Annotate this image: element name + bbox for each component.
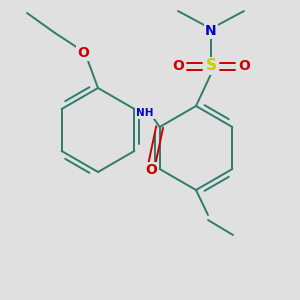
Text: S: S — [206, 58, 217, 74]
Text: O: O — [146, 163, 158, 177]
Text: O: O — [77, 46, 89, 60]
Text: NH: NH — [136, 108, 154, 118]
Text: O: O — [172, 59, 184, 73]
Text: N: N — [205, 24, 217, 38]
Text: O: O — [238, 59, 250, 73]
